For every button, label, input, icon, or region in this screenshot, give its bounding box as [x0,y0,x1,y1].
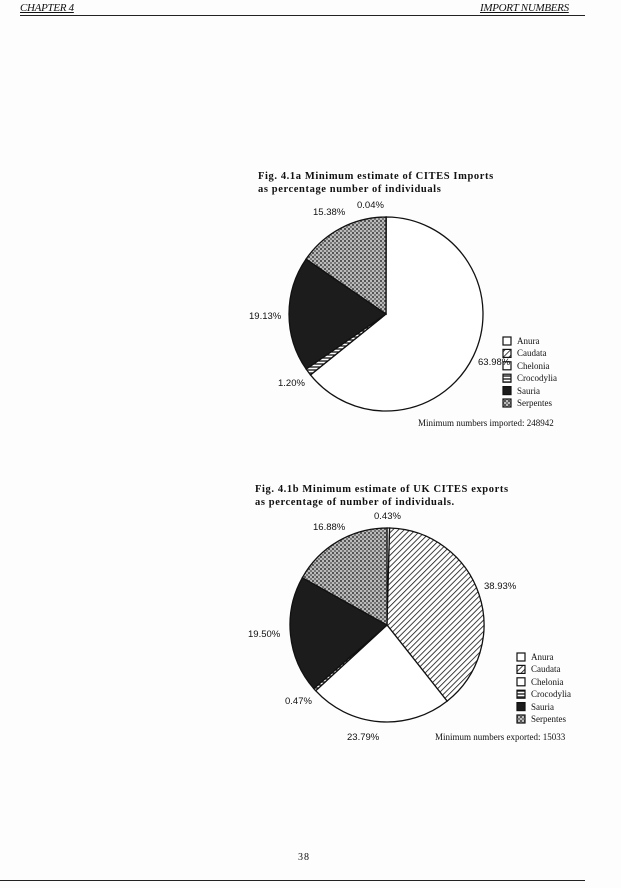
legend-swatch-chelonia [502,361,512,371]
legend-item-caudata: Caudata [517,348,547,359]
legend-swatch-sauria [516,701,526,712]
legend-swatch-sauria [502,386,512,396]
legend-item-serpentes: Serpentes [517,398,552,409]
chart-b-title: Fig. 4.1b Minimum estimate of UK CITES e… [255,483,509,509]
chart-b-note: Minimum numbers exported: 15033 [435,732,566,742]
legend-item-sauria: Sauria [517,385,540,396]
chart-a-title-line2: as percentage number of individuals [258,184,442,195]
legend-item-caudata: Caudata [531,664,561,675]
chart-b-title-line1: Fig. 4.1b Minimum estimate of UK CITES e… [255,484,509,495]
header-section: IMPORT NUMBERS [480,2,569,14]
legend-swatch-anura [516,652,526,662]
chart-a-legend: Anura Caudata Chelonia Crocodylia Sauria… [517,335,557,409]
pie-slice-sauria [289,576,389,690]
chart-b-label-anura: 0.43% [374,511,401,522]
legend-item-anura: Anura [531,652,554,662]
legend-item-crocodylia: Crocodylia [517,373,557,384]
footer-rule [0,880,585,881]
chart-a-title-line1: Fig. 4.1a Minimum estimate of CITES Impo… [258,171,494,182]
page-number: 38 [298,852,310,863]
legend-swatch-caudata [502,348,512,358]
legend-swatch-anura [502,336,512,346]
pie-slice-chelonia [314,624,449,723]
chart-b-label-crocodylia: 0.47% [285,696,312,707]
chart-b-legend: Anura Caudata Chelonia Crocodylia Sauria… [531,651,571,725]
chart-b-label-caudata: 38.93% [484,581,517,592]
legend-swatch-caudata [516,664,526,675]
chart-a-title: Fig. 4.1a Minimum estimate of CITES Impo… [258,170,494,196]
chart-b-label-serpentes: 16.88% [313,522,346,533]
legend-swatch-chelonia [516,677,526,687]
chart-b-title-line2: as percentage of number of individuals. [255,497,455,508]
legend-swatch-serpentes [502,398,512,408]
chart-a-label-anura: 0.04% [357,200,384,211]
pie-slice-serpentes [305,216,387,316]
chart-a-note: Minimum numbers imported: 248942 [418,418,554,428]
chart-a-label-chelonia: 63.98% [478,357,511,368]
chart-a-label-crocodylia: 1.20% [278,378,305,389]
legend-item-sauria: Sauria [531,701,554,712]
pie-slice-chelonia [309,216,484,412]
chart-b-label-chelonia: 23.79% [347,732,380,743]
legend-item-crocodylia: Crocodylia [531,689,571,700]
chart-a-label-serpentes: 15.38% [313,207,346,218]
legend-item-chelonia: Chelonia [517,360,550,371]
legend-swatch-serpentes [516,714,526,724]
pie-slice-caudata [386,527,485,703]
header-chapter: CHAPTER 4 [20,2,74,14]
legend-swatch-crocodylia [502,373,512,383]
pie-slice-serpentes [301,527,388,627]
legend-item-chelonia: Chelonia [531,676,564,687]
chart-a-label-sauria: 19.13% [249,311,282,322]
legend-item-anura: Anura [517,336,540,346]
chart-b-label-sauria: 19.50% [248,629,281,640]
legend-swatch-crocodylia [516,689,526,699]
header-rule [20,15,585,16]
legend-item-serpentes: Serpentes [531,714,566,725]
pie-slice-sauria [288,258,388,370]
